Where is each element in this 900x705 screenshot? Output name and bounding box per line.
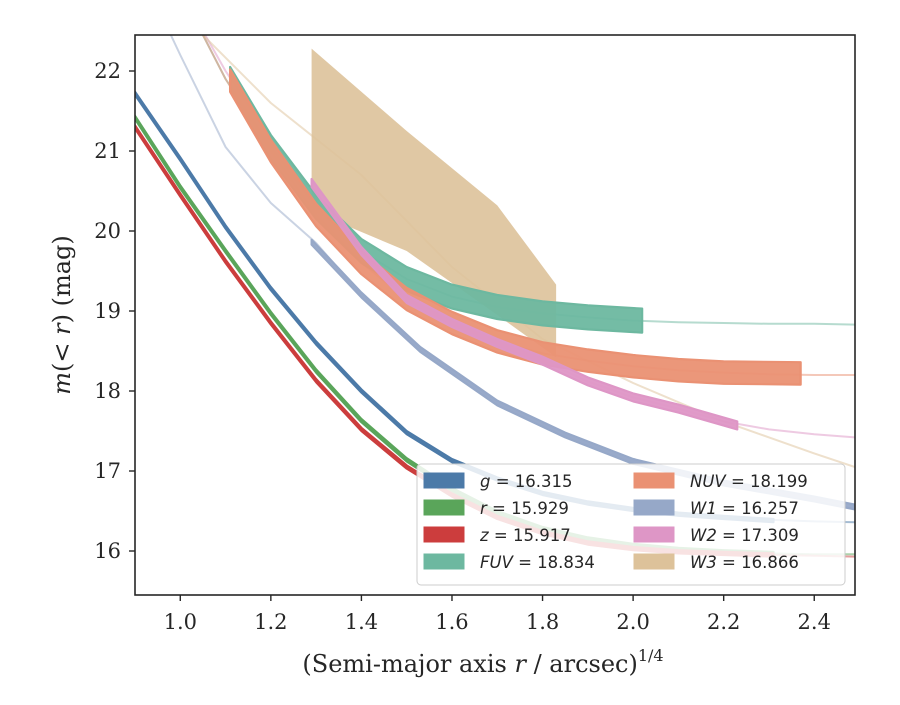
y-axis-label-var2: r	[48, 322, 76, 335]
x-tick-label: 2.4	[798, 610, 831, 634]
series-w2-measured	[310, 177, 739, 431]
legend-swatch-w2	[633, 526, 675, 543]
x-axis-label-pre: (Semi-major axis	[302, 650, 514, 678]
y-axis-label-unit: (mag)	[48, 235, 76, 314]
x-tick-label: 1.2	[254, 610, 287, 634]
x-tick-label: 1.8	[526, 610, 559, 634]
legend-swatch-w3	[633, 553, 675, 570]
y-tick-label: 21	[94, 139, 121, 163]
legend-swatch-fuv	[423, 553, 465, 570]
legend-frame	[416, 463, 846, 586]
x-axis-label: (Semi-major axis r / arcsec)1/4	[302, 646, 663, 678]
legend-swatch-w1	[633, 499, 675, 516]
x-tick-label: 2.2	[707, 610, 740, 634]
legend-swatch-g	[423, 472, 465, 489]
legend-label-w3: W3 = 16.866	[690, 553, 799, 572]
legend-swatch-z	[423, 526, 465, 543]
y-axis-ticks: 16 17 18 19 20 21 22	[94, 59, 135, 563]
x-axis-label-mid: / arcsec)	[526, 650, 638, 678]
series-w1-measured	[310, 238, 855, 511]
series-w3-band	[311, 48, 557, 358]
legend-label-w1: W1 = 16.257	[690, 499, 799, 518]
y-tick-label: 20	[94, 219, 121, 243]
legend-label-z: z = 15.917	[479, 526, 571, 545]
legend-label-g: g = 16.315	[480, 472, 573, 491]
y-tick-label: 17	[94, 459, 121, 483]
legend-label-fuv: FUV = 18.834	[480, 553, 595, 572]
x-tick-label: 2.0	[616, 610, 649, 634]
y-tick-label: 22	[94, 59, 121, 83]
legend-swatch-r	[423, 499, 465, 516]
y-tick-label: 18	[94, 379, 121, 403]
x-axis-label-sup: 1/4	[638, 646, 664, 665]
x-tick-label: 1.4	[345, 610, 378, 634]
y-axis-label-open: (<	[48, 335, 76, 372]
x-axis-label-var: r	[514, 650, 527, 678]
legend-swatch-nuv	[633, 472, 675, 489]
legend: g = 16.315 r = 15.929 z = 15.917 FUV = 18.8…	[416, 463, 846, 586]
legend-label-nuv: NUV = 18.199	[690, 472, 808, 491]
x-tick-label: 1.0	[164, 610, 197, 634]
y-axis-label-var1: m	[48, 372, 76, 395]
legend-label-r: r = 15.929	[480, 499, 569, 518]
y-axis-label-close: )	[48, 314, 76, 323]
plot-frame	[134, 34, 856, 596]
y-tick-label: 16	[94, 539, 121, 563]
x-tick-label: 1.6	[435, 610, 468, 634]
y-tick-label: 19	[94, 299, 121, 323]
x-axis-ticks: 1.0 1.2 1.4 1.6 1.8 2.0 2.2 2.4	[164, 595, 831, 634]
legend-label-w2: W2 = 17.309	[690, 526, 799, 545]
y-axis-label: m(< r) (mag)	[48, 235, 76, 395]
